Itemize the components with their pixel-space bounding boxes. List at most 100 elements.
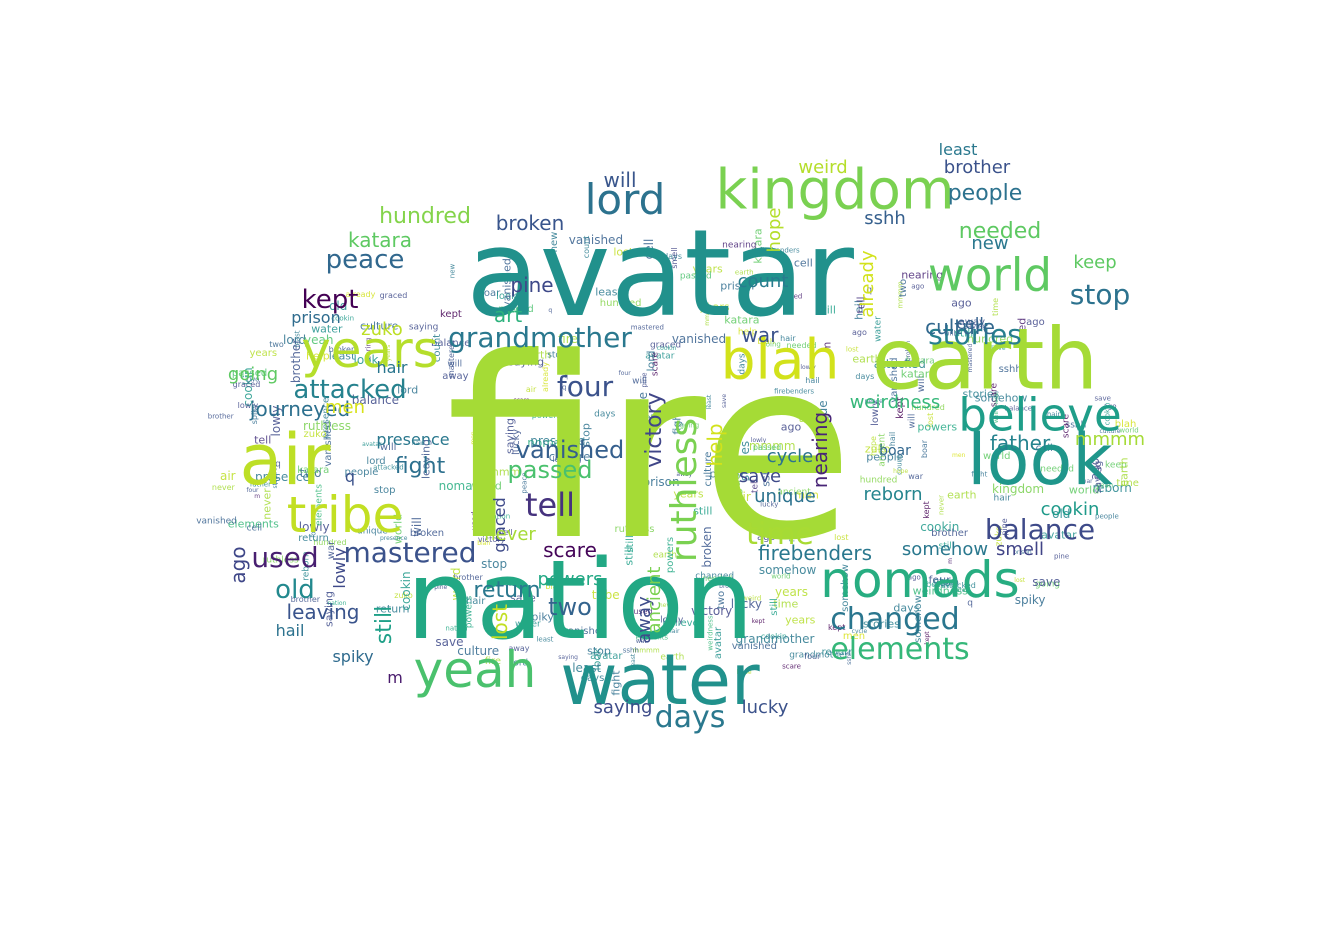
cloud-word-filler: lost (834, 532, 849, 542)
cloud-word-filler: reborn (821, 647, 855, 659)
cloud-word-filler: lowly (660, 615, 684, 626)
cloud-word-cell: cell (956, 314, 984, 333)
cloud-word-filler: culture (548, 449, 591, 464)
cloud-word-filler: nation (327, 600, 347, 608)
cloud-word-filler: zuko (303, 428, 327, 440)
cloud-word-cookin: cookin (1040, 499, 1100, 520)
cloud-word-elements: elements (830, 632, 970, 667)
cloud-word-filler: lowly (237, 401, 259, 411)
cloud-word-filler: earth (1117, 457, 1131, 487)
cloud-word-filler: return (298, 532, 329, 544)
cloud-word-filler: boar (919, 439, 929, 459)
cloud-word-filler: earth (947, 488, 977, 502)
cloud-word-filler: stop (481, 557, 508, 572)
cloud-word-filler: still (816, 303, 836, 317)
cloud-word-filler: somehow (974, 391, 1028, 405)
cloud-word-filler: vanished (568, 232, 624, 247)
cloud-word-filler: will (632, 376, 647, 387)
cloud-word-men: men (324, 397, 366, 418)
cloud-word-reborn: reborn (863, 484, 923, 505)
cloud-word-filler: hair (780, 334, 796, 344)
cloud-word-filler: mmmm (748, 439, 796, 454)
cloud-word-pine: pine (510, 273, 554, 297)
cloud-word-needed: needed (958, 219, 1042, 244)
cloud-word-filler: avatar (645, 351, 675, 362)
cloud-word-filler: vanished (196, 516, 237, 527)
cloud-word-filler: old (1052, 506, 1071, 521)
cloud-word-filler: help (559, 628, 577, 638)
cloud-word-filler: m (763, 400, 770, 408)
cloud-word-filler: kept (827, 623, 846, 633)
cloud-word-filler: needed (702, 573, 733, 583)
cloud-word-war: war (741, 323, 779, 347)
cloud-word-will: will (603, 168, 637, 192)
cloud-word-filler: sshh (1065, 420, 1087, 431)
cloud-word-unique: unique (754, 486, 816, 507)
cloud-word-return: return (473, 578, 541, 603)
cloud-word-filler: save (510, 591, 536, 605)
cloud-word-filler: never (658, 602, 677, 610)
cloud-word-hope: hope (764, 207, 785, 253)
cloud-word-filler: never (211, 483, 235, 493)
cloud-word-stories: stories (928, 318, 1022, 351)
cloud-word-filler: will (447, 359, 463, 370)
cloud-word-filler: kept (751, 618, 765, 626)
cloud-word-already: already (857, 250, 878, 318)
cloud-word-stop: stop (1069, 278, 1131, 311)
cloud-word-filler: away (442, 371, 469, 383)
cloud-word-filler: war (903, 358, 917, 367)
cloud-word-filler: changed (695, 571, 735, 582)
cloud-word-kept: kept (301, 285, 359, 315)
cloud-word-earth: earth (871, 310, 1099, 410)
cloud-word-filler: days (893, 601, 920, 615)
cloud-word-filler: cookin (656, 344, 677, 352)
cloud-word-filler: four (618, 370, 631, 378)
cloud-word-lord: lord (584, 175, 666, 224)
cloud-word-filler: vanished (731, 641, 777, 653)
cloud-word-filler: men (842, 631, 866, 643)
cloud-word-filler: world (771, 572, 791, 581)
cloud-word-filler: help (306, 349, 330, 363)
cloud-word-filler: two (269, 339, 284, 349)
cloud-word-cycle: cycle (766, 446, 814, 467)
cloud-word-filler: blah (477, 540, 491, 548)
cloud-word-katara: katara (347, 228, 413, 252)
cloud-word-filler: away (508, 644, 530, 654)
cloud-word-filler: balance (1004, 404, 1033, 413)
cloud-word-filler: going (679, 421, 700, 430)
cloud-word-vanished: vanished (515, 436, 625, 464)
cloud-word-filler: nation (487, 512, 511, 521)
cloud-word-filler: lucky (730, 597, 762, 612)
cloud-word-hail: hail (275, 621, 305, 640)
cloud-word-filler: brother (931, 528, 969, 540)
cloud-word-save: save (738, 466, 782, 487)
cloud-word-filler: least (595, 285, 622, 299)
cloud-word-filler: presence (379, 535, 408, 543)
cloud-word-filler: hundred (599, 298, 642, 310)
cloud-word-filler: believe (662, 617, 699, 629)
cloud-word-sshh: sshh (864, 208, 906, 229)
cloud-word-powers: powers (537, 569, 603, 590)
cloud-word-filler: victory (477, 535, 506, 545)
cloud-word-ancient: ancient (644, 566, 665, 634)
cloud-word-filler: hair (465, 596, 486, 608)
cloud-word-filler: cell (1035, 443, 1053, 455)
cloud-word-scare: scare (543, 538, 597, 562)
cloud-word-time: time (746, 517, 814, 552)
cloud-word-people: people (947, 181, 1023, 206)
cloud-word-grandmother: grandmother (448, 321, 632, 354)
cloud-word-filler: lost (845, 345, 859, 354)
cloud-word-lowly: lowly (330, 547, 349, 589)
cloud-word-filler: fight (971, 470, 988, 479)
cloud-word-filler: prison (642, 474, 680, 489)
cloud-word-filler: save (435, 635, 464, 650)
cloud-word-filler: never (937, 495, 946, 516)
cloud-word-filler: hundred (313, 538, 347, 548)
cloud-word-filler: years (774, 585, 808, 600)
cloud-word-filler: firebenders (759, 246, 800, 255)
cloud-word-spiky: spiky (332, 647, 374, 666)
cloud-word-filler: hair (1046, 410, 1061, 419)
cloud-word-world: world (928, 248, 1052, 302)
cloud-word-passed: passed (507, 456, 593, 484)
